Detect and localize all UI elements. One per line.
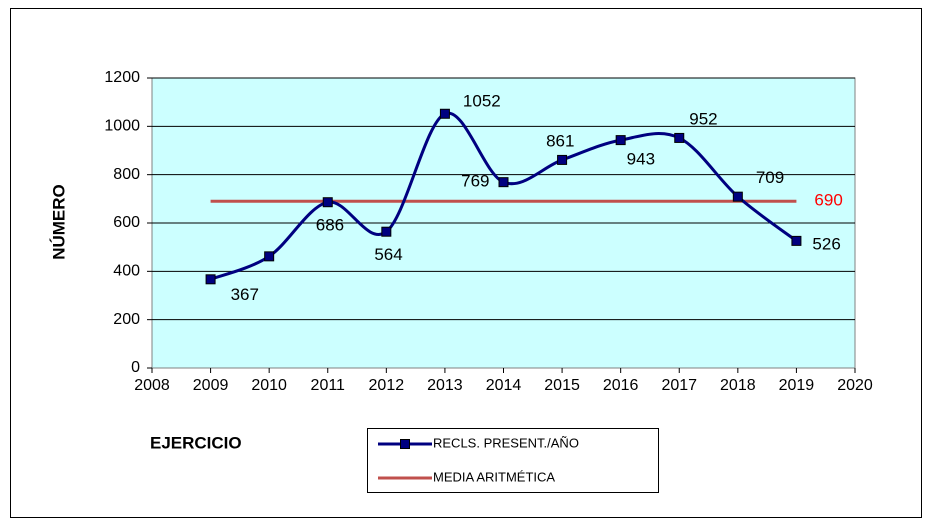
marker (674, 132, 685, 143)
marker (732, 191, 743, 202)
marker (615, 135, 626, 146)
x-tick-label: 2012 (369, 377, 405, 394)
y-tick-label: 0 (131, 359, 140, 376)
data-label: 367 (231, 285, 259, 304)
data-label: 709 (756, 168, 784, 187)
x-tick-label: 2014 (486, 377, 522, 394)
y-tick-label: 1200 (104, 69, 140, 86)
x-tick-label: 2016 (603, 377, 639, 394)
data-label: 686 (316, 216, 344, 235)
data-label: 1052 (463, 91, 501, 110)
y-tick-label: 800 (113, 166, 140, 183)
legend-label: RECLS. PRESENT./AÑO (433, 435, 579, 450)
x-tick-label: 2008 (134, 377, 170, 394)
x-tick-label: 2017 (661, 377, 697, 394)
marker (381, 226, 392, 237)
marker (557, 154, 568, 165)
data-label: 861 (546, 131, 574, 150)
y-tick-label: 600 (113, 214, 140, 231)
y-tick-label: 1000 (104, 118, 140, 135)
legend (367, 428, 659, 493)
x-tick-label: 2019 (779, 377, 815, 394)
legend-label: MEDIA ARITMÉTICA (433, 469, 555, 484)
x-tick-label: 2018 (720, 377, 756, 394)
x-tick-label: 2020 (837, 377, 873, 394)
x-tick-label: 2010 (251, 377, 287, 394)
legend-marker (400, 439, 410, 449)
series-line (210, 111, 798, 281)
marker (264, 251, 275, 262)
x-tick-label: 2013 (427, 377, 463, 394)
marker (439, 108, 450, 119)
marker (322, 197, 333, 208)
x-tick-label: 2015 (544, 377, 580, 394)
marker (205, 274, 216, 285)
x-tick-label: 2011 (311, 377, 346, 394)
y-axis-title: NÚMERO (49, 184, 68, 260)
y-tick-label: 200 (113, 311, 140, 328)
marker (498, 177, 509, 188)
x-axis-title: EJERCICIO (150, 433, 242, 452)
data-label: 769 (461, 172, 489, 191)
x-tick-label: 2009 (193, 377, 229, 394)
data-label: 952 (689, 109, 717, 128)
marker (791, 235, 802, 246)
mean-label: 690 (814, 191, 842, 210)
data-label: 564 (374, 245, 402, 264)
data-label: 943 (627, 150, 655, 169)
data-label: 526 (812, 234, 840, 253)
y-tick-label: 400 (113, 263, 140, 280)
